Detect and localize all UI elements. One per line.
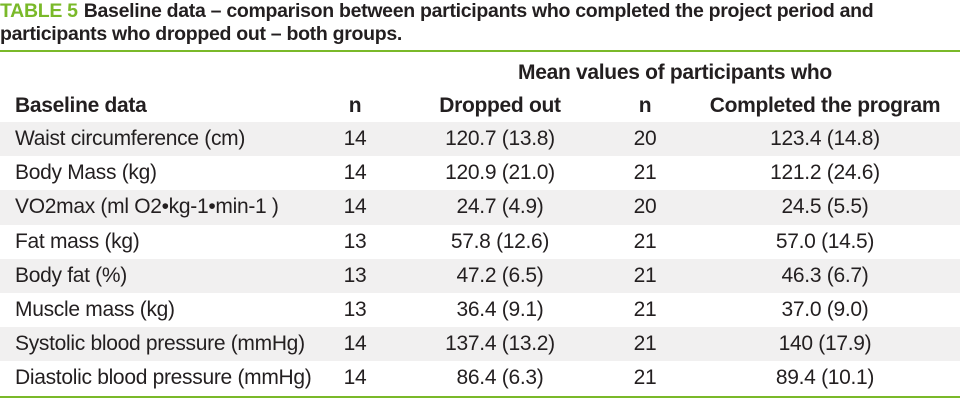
row-label: Muscle mass (kg) [15,297,175,321]
top-rule [0,50,960,52]
n-completed: 21 [633,297,657,321]
row-label: Diastolic blood pressure (mmHg) [15,366,312,390]
dropped-value: 47.2 (6.5) [456,263,544,287]
n-dropped: 13 [343,297,367,321]
n-dropped: 14 [343,161,367,185]
caption-text: Baseline data – comparison between parti… [0,0,874,45]
n-dropped: 14 [343,332,367,356]
group-header-row: Mean values of participants who [0,59,960,87]
dropped-value: 36.4 (9.1) [456,297,544,321]
dropped-value: 86.4 (6.3) [456,366,544,390]
table-row: Systolic blood pressure (mmHg) 14 137.4 … [0,327,960,362]
completed-value: 46.3 (6.7) [781,263,869,287]
column-header-row: Baseline data n Dropped out n Completed … [0,92,960,120]
bottom-rule [0,396,960,398]
col-header-n-completed: n [638,94,652,117]
n-completed: 20 [633,127,657,150]
dropped-value: 120.9 (21.0) [445,161,555,185]
dropped-value: 137.4 (13.2) [445,332,555,356]
n-completed: 21 [633,366,657,390]
completed-value: 123.4 (14.8) [770,127,880,150]
n-dropped: 14 [343,366,367,390]
row-label: Body fat (%) [15,263,127,287]
row-label: Body Mass (kg) [15,161,157,185]
n-completed: 20 [633,195,657,219]
n-completed: 21 [633,263,657,287]
completed-value: 24.5 (5.5) [781,195,869,219]
n-completed: 21 [633,332,657,356]
n-dropped: 14 [343,195,367,219]
col-header-baseline: Baseline data [15,94,147,117]
n-completed: 21 [633,161,657,185]
table-row: Body fat (%) 13 47.2 (6.5) 21 46.3 (6.7) [0,258,960,293]
group-header: Mean values of participants who [518,61,832,84]
dropped-value: 120.7 (13.8) [445,127,555,150]
completed-value: 140 (17.9) [778,332,872,356]
table-number: TABLE 5 [0,0,78,22]
dropped-value: 24.7 (4.9) [456,195,544,219]
n-dropped: 13 [343,263,367,287]
table-row: Diastolic blood pressure (mmHg) 14 86.4 … [0,361,960,395]
table-row: Body Mass (kg) 14 120.9 (21.0) 21 121.2 … [0,156,960,190]
completed-value: 37.0 (9.0) [781,297,869,321]
row-label: Waist circumference (cm) [15,127,246,150]
dropped-value: 57.8 (12.6) [450,229,550,253]
completed-value: 89.4 (10.1) [775,366,875,390]
table-body: Waist circumference (cm) 14 120.7 (13.8)… [0,122,960,396]
col-header-completed: Completed the program [709,94,941,117]
completed-value: 57.0 (14.5) [775,229,875,253]
n-completed: 21 [633,229,657,253]
table-caption: TABLE 5 Baseline data – comparison betwee… [0,0,955,46]
table-row: Muscle mass (kg) 13 36.4 (9.1) 21 37.0 (… [0,293,960,327]
row-label: VO2max (ml O2•kg-1•min-1 ) [15,195,279,219]
row-label: Fat mass (kg) [15,229,140,253]
table-row: VO2max (ml O2•kg-1•min-1 ) 14 24.7 (4.9)… [0,190,960,225]
col-header-dropped-out: Dropped out [439,94,561,117]
n-dropped: 14 [343,127,367,150]
row-label: Systolic blood pressure (mmHg) [15,332,305,356]
n-dropped: 13 [343,229,367,253]
table-row: Fat mass (kg) 13 57.8 (12.6) 21 57.0 (14… [0,225,960,259]
completed-value: 121.2 (24.6) [770,161,880,185]
col-header-n-dropped: n [348,94,362,117]
table-row: Waist circumference (cm) 14 120.7 (13.8)… [0,122,960,157]
